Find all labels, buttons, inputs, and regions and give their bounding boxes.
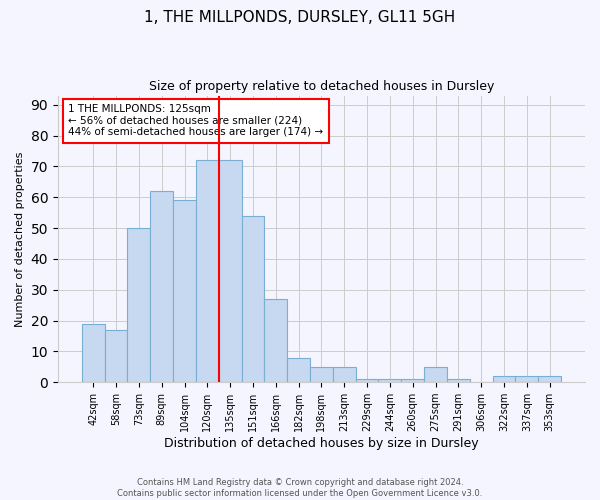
Bar [538,376,561,382]
X-axis label: Distribution of detached houses by size in Dursley: Distribution of detached houses by size … [164,437,479,450]
Bar [173,200,196,382]
Bar [127,228,151,382]
Bar [82,324,104,382]
Y-axis label: Number of detached properties: Number of detached properties [15,151,25,326]
Bar [151,191,173,382]
Bar [287,358,310,382]
Bar [379,379,401,382]
Bar [333,367,356,382]
Bar [401,379,424,382]
Bar [219,160,242,382]
Title: Size of property relative to detached houses in Dursley: Size of property relative to detached ho… [149,80,494,93]
Bar [196,160,219,382]
Bar [310,367,333,382]
Bar [104,330,127,382]
Bar [242,216,265,382]
Bar [356,379,379,382]
Bar [515,376,538,382]
Bar [424,367,447,382]
Bar [265,299,287,382]
Text: Contains HM Land Registry data © Crown copyright and database right 2024.
Contai: Contains HM Land Registry data © Crown c… [118,478,482,498]
Bar [447,379,470,382]
Text: 1 THE MILLPONDS: 125sqm
← 56% of detached houses are smaller (224)
44% of semi-d: 1 THE MILLPONDS: 125sqm ← 56% of detache… [68,104,323,138]
Text: 1, THE MILLPONDS, DURSLEY, GL11 5GH: 1, THE MILLPONDS, DURSLEY, GL11 5GH [145,10,455,25]
Bar [493,376,515,382]
